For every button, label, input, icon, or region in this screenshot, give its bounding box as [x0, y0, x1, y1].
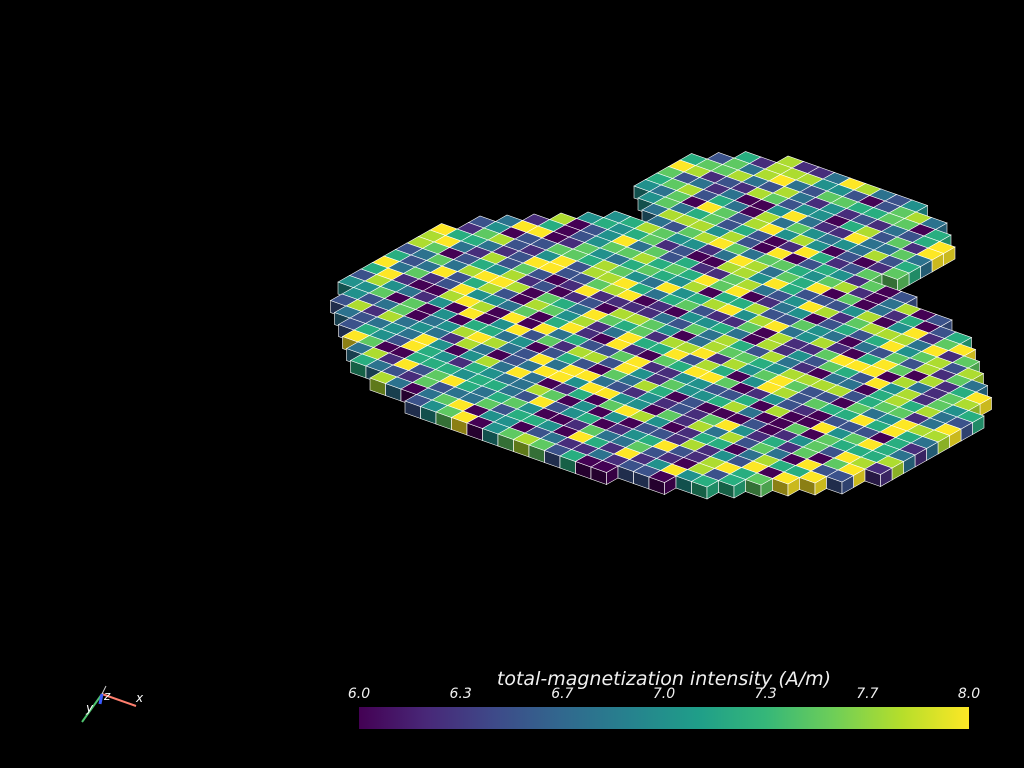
voxel-cell: [798, 470, 828, 496]
voxel-cell: [744, 472, 774, 498]
z-axis-label: z: [103, 689, 111, 703]
colorbar-tick-label: 6.7: [551, 686, 574, 702]
colorbar-title: total-magnetization intensity (A/m): [496, 668, 832, 690]
voxel-cell: [590, 460, 619, 486]
x-axis-label: x: [135, 691, 144, 705]
voxel-cell: [864, 462, 893, 488]
orientation-axes-widget: x y z: [81, 685, 144, 723]
colorbar-tick-label: 7.7: [856, 686, 879, 702]
colorbar-tick-label: 8.0: [957, 686, 981, 702]
voxel-cell: [690, 474, 720, 500]
voxel-cell: [825, 469, 855, 495]
y-axis-arrow: [81, 693, 103, 723]
voxel-cell: [881, 267, 910, 293]
y-axis-label: y: [85, 701, 94, 715]
voxel-cell: [648, 470, 677, 496]
colorbar-tick-label: 7.3: [754, 686, 777, 702]
colorbar-tick-label: 7.0: [652, 686, 676, 702]
x-axis-arrow: [101, 693, 137, 707]
colorbar-tick-label: 6.3: [449, 686, 472, 702]
colorbar-gradient: [359, 707, 969, 729]
colorbar-tick-label: 6.0: [347, 686, 371, 702]
voxel-cell: [771, 471, 801, 497]
z-axis-arrow: [98, 693, 104, 705]
